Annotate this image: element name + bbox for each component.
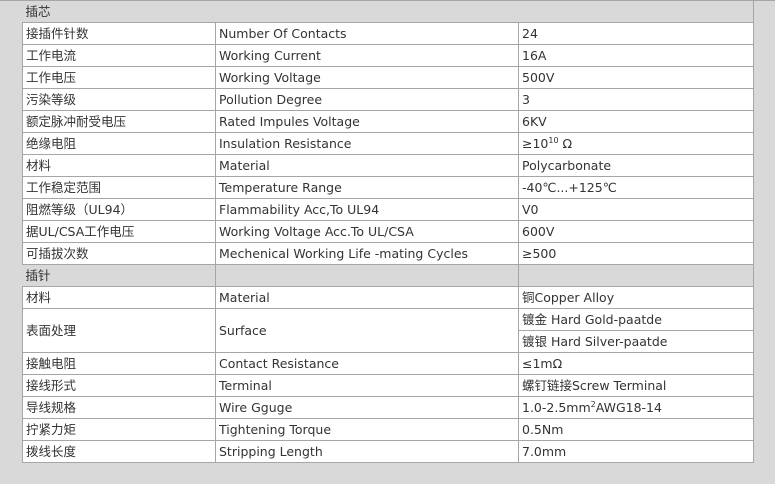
value: 螺钉链接Screw Terminal: [517, 374, 755, 397]
table-row: 接触电阻 Contact Resistance ≤1mΩ: [22, 352, 755, 375]
top-border: [0, 0, 775, 1]
table-row: 可插拔次数 Mechenical Working Life -mating Cyc…: [22, 242, 755, 265]
table-row: 接线形式 Terminal 螺钉链接Screw Terminal: [22, 374, 755, 397]
english-label: Stripping Length: [215, 440, 519, 463]
table-row: 绝缘电阻 Insulation Resistance ≥1010 Ω: [22, 132, 755, 155]
english-label: Insulation Resistance: [215, 132, 519, 155]
value: 16A: [517, 44, 755, 67]
chinese-label: 拧紧力矩: [22, 418, 216, 441]
english-label: Rated Impules Voltage: [215, 110, 519, 133]
chinese-label: 工作稳定范围: [22, 176, 216, 199]
value: 3: [517, 88, 755, 111]
value-part: 10: [548, 135, 559, 145]
value: V0: [517, 198, 755, 221]
chinese-label: 表面处理: [22, 308, 216, 353]
value: -40℃...+125℃: [517, 176, 755, 199]
chinese-label: 拨线长度: [22, 440, 216, 463]
chinese-label: 接触电阻: [22, 352, 216, 375]
table-row: 拨线长度 Stripping Length 7.0mm: [22, 440, 755, 463]
value: 铜Copper Alloy: [517, 286, 755, 309]
value-part: ≥10: [522, 136, 549, 151]
english-label: Number Of Contacts: [215, 22, 519, 45]
chinese-label: 导线规格: [22, 396, 216, 419]
chinese-label: 接线形式: [22, 374, 216, 397]
value-part: 2: [590, 399, 596, 409]
chinese-label: 接插件针数: [22, 22, 216, 45]
value-part: 1.0-2.5mm: [522, 400, 591, 415]
value: Polycarbonate: [517, 154, 755, 177]
english-label: Working Voltage: [215, 66, 519, 89]
section-header: 插针: [22, 264, 755, 287]
english-label: Wire Gguge: [215, 396, 519, 419]
value-part: Ω: [558, 136, 573, 151]
english-label: Temperature Range: [215, 176, 519, 199]
english-label: Flammability Acc,To UL94: [215, 198, 519, 221]
table-row: 额定脉冲耐受电压 Rated Impules Voltage 6KV: [22, 110, 755, 133]
table-row: 工作稳定范围 Temperature Range -40℃...+125℃: [22, 176, 755, 199]
table-row: 镀银 Hard Silver-paatde: [23, 330, 755, 353]
chinese-label: 据UL/CSA工作电压: [22, 220, 216, 243]
table-row: 表面处理 Surface 镀金 Hard Gold-paatde: [22, 308, 755, 353]
section-empty: [215, 264, 519, 287]
table-row: 材料 Material 铜Copper Alloy: [22, 286, 755, 309]
section-title: 插针: [22, 264, 216, 287]
chinese-label: 工作电压: [22, 66, 216, 89]
chinese-label: 工作电流: [22, 44, 216, 67]
spec-table: 插芯 接插件针数 Number Of Contacts 24 工作电流 Working C…: [22, 1, 755, 463]
value-part: AWG18-14: [595, 400, 662, 415]
value: 0.5Nm: [517, 418, 755, 441]
value: 500V: [517, 66, 755, 89]
value: 6KV: [517, 110, 755, 133]
value: 600V: [517, 220, 755, 243]
table-row: 拧紧力矩 Tightening Torque 0.5Nm: [22, 418, 755, 441]
chinese-label: 材料: [22, 286, 216, 309]
table-row: 据UL/CSA工作电压 Working Voltage Acc.To UL/CSA…: [22, 220, 755, 243]
chinese-label: 阻燃等级（UL94）: [22, 198, 216, 221]
table-row: 工作电流 Working Current 16A: [22, 44, 755, 67]
english-label: Terminal: [215, 374, 519, 397]
value: ≤1mΩ: [517, 352, 755, 375]
section-title: 插芯: [22, 1, 755, 23]
table-row: 材料 Material Polycarbonate: [22, 154, 755, 177]
chinese-label: 材料: [22, 154, 216, 177]
english-label: Material: [215, 154, 519, 177]
chinese-label: 额定脉冲耐受电压: [22, 110, 216, 133]
value: 24: [517, 22, 755, 45]
english-label: Pollution Degree: [215, 88, 519, 111]
english-label: Contact Resistance: [215, 352, 519, 375]
value: 镀银 Hard Silver-paatde: [517, 330, 755, 353]
english-label: Mechenical Working Life -mating Cycles: [215, 242, 519, 265]
table-row: 工作电压 Working Voltage 500V: [22, 66, 755, 89]
english-label: Working Current: [215, 44, 519, 67]
section-header: 插芯: [22, 1, 755, 23]
value: ≥1010 Ω: [517, 132, 755, 155]
english-label: Surface: [215, 308, 519, 353]
value: 7.0mm: [517, 440, 755, 463]
value: 镀金 Hard Gold-paatde: [517, 308, 755, 331]
value: ≥500: [517, 242, 755, 265]
english-label: Working Voltage Acc.To UL/CSA: [215, 220, 519, 243]
value: 1.0-2.5mm2AWG18-14: [517, 396, 755, 419]
chinese-label: 绝缘电阻: [22, 132, 216, 155]
table-row: 阻燃等级（UL94） Flammability Acc,To UL94 V0: [22, 198, 755, 221]
section-empty: [517, 264, 755, 287]
english-label: Material: [215, 286, 519, 309]
table-row: 污染等级 Pollution Degree 3: [22, 88, 755, 111]
table-row: 接插件针数 Number Of Contacts 24: [22, 22, 755, 45]
chinese-label: 可插拔次数: [22, 242, 216, 265]
chinese-label: 污染等级: [22, 88, 216, 111]
table-row: 导线规格 Wire Gguge 1.0-2.5mm2AWG18-14: [22, 396, 755, 419]
english-label: Tightening Torque: [215, 418, 519, 441]
